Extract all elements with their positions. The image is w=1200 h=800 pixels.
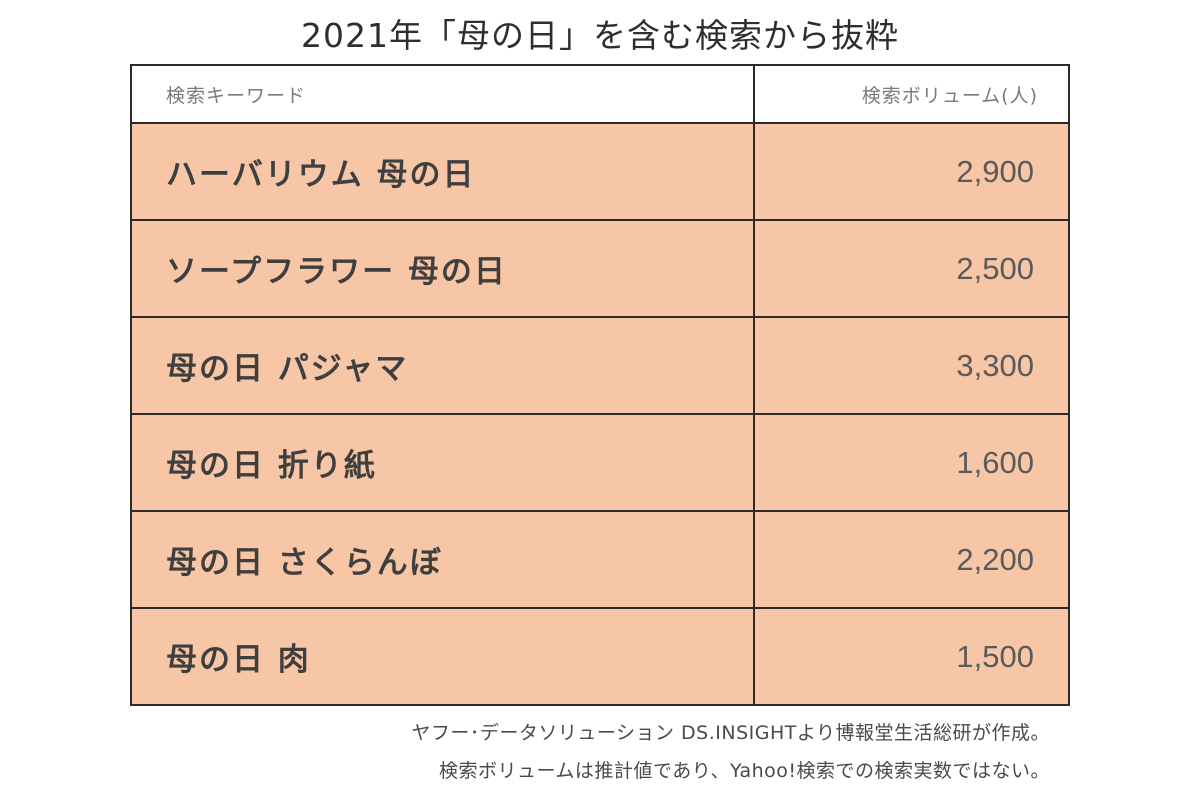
table-row: 母の日 パジャマ 3,300 [130, 316, 1070, 415]
keyword-cell: 母の日 パジャマ [130, 316, 755, 415]
volume-cell: 2,200 [753, 510, 1070, 609]
table-row: 母の日 折り紙 1,600 [130, 413, 1070, 512]
volume-cell: 1,600 [753, 413, 1070, 512]
table-row: ソープフラワー 母の日 2,500 [130, 219, 1070, 318]
source-note: ヤフー･データソリューション DS.INSIGHTより博報堂生活総研が作成。 [411, 722, 1050, 744]
table-title: 2021年「母の日」を含む検索から抜粋 [301, 16, 899, 55]
keyword-volume-table: 検索キーワード 検索ボリューム(人) ハーバリウム 母の日 2,900 ソープフ… [130, 64, 1070, 706]
column-header-keyword: 検索キーワード [130, 64, 755, 124]
estimate-note: 検索ボリュームは推計値であり、Yahoo!検索での検索実数ではない。 [438, 760, 1050, 782]
table-row: 母の日 肉 1,500 [130, 607, 1070, 706]
keyword-cell: 母の日 さくらんぼ [130, 510, 755, 609]
table-row: ハーバリウム 母の日 2,900 [130, 122, 1070, 221]
volume-cell: 1,500 [753, 607, 1070, 706]
keyword-cell: ハーバリウム 母の日 [130, 122, 755, 221]
keyword-cell: 母の日 折り紙 [130, 413, 755, 512]
volume-cell: 2,900 [753, 122, 1070, 221]
column-header-volume: 検索ボリューム(人) [753, 64, 1070, 124]
keyword-cell: ソープフラワー 母の日 [130, 219, 755, 318]
volume-cell: 3,300 [753, 316, 1070, 415]
keyword-cell: 母の日 肉 [130, 607, 755, 706]
volume-cell: 2,500 [753, 219, 1070, 318]
table-row: 母の日 さくらんぼ 2,200 [130, 510, 1070, 609]
source-notes: ヤフー･データソリューション DS.INSIGHTより博報堂生活総研が作成。 検… [411, 714, 1050, 790]
table-header-row: 検索キーワード 検索ボリューム(人) [130, 64, 1070, 124]
